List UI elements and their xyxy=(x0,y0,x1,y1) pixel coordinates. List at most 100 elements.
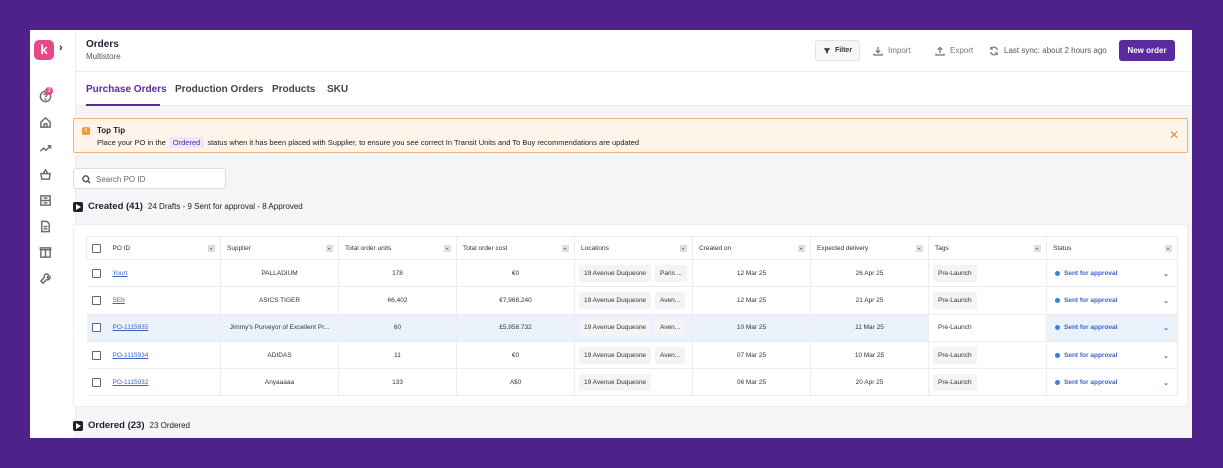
status-cell[interactable]: Sent for approval ⌄ xyxy=(1046,341,1178,370)
location-chip: Paris ... xyxy=(655,264,688,282)
ordered-section-header[interactable]: Ordered (23) 23 Ordered xyxy=(73,420,190,431)
tag-chip: Pre-Launch xyxy=(933,319,977,337)
chevron-down-icon[interactable]: ⌄ xyxy=(1163,379,1169,387)
units-cell: 11 xyxy=(338,341,457,370)
status-cell[interactable]: Sent for approval ⌄ xyxy=(1046,259,1178,288)
expand-sidebar-chevron-icon[interactable]: › xyxy=(59,42,63,54)
status-cell[interactable]: Sent for approval ⌄ xyxy=(1046,314,1178,342)
export-button[interactable]: Export xyxy=(935,40,973,61)
status-dot-icon xyxy=(1055,352,1060,358)
column-header[interactable]: Total order cost xyxy=(456,236,575,260)
po-id-link[interactable]: PO-1115935 xyxy=(112,324,149,332)
po-id-link[interactable]: PO-1115934 xyxy=(112,351,149,359)
sync-label: Last sync: about 2 hours ago xyxy=(1004,46,1107,55)
close-icon[interactable]: ✕ xyxy=(1168,128,1179,142)
column-header[interactable]: Locations xyxy=(574,236,693,260)
status-label: Sent for approval xyxy=(1064,351,1118,359)
row-checkbox[interactable] xyxy=(92,323,101,333)
home-icon[interactable] xyxy=(38,115,52,129)
search-input[interactable] xyxy=(96,172,221,186)
document-icon[interactable] xyxy=(38,219,52,233)
row-checkbox[interactable] xyxy=(92,268,101,278)
locations-cell: 19 Avenue Duquesne Aven... xyxy=(574,314,693,342)
column-header[interactable]: Total order units xyxy=(338,236,457,260)
column-header[interactable]: PO ID xyxy=(106,236,221,260)
po-id-cell: PO-1115934 xyxy=(106,341,221,370)
column-menu-icon[interactable] xyxy=(562,245,569,252)
supplier-cell: ADIDAS xyxy=(220,341,339,370)
units-cell: 66,402 xyxy=(338,286,457,315)
column-header[interactable]: Tags xyxy=(928,236,1047,260)
units-cell: 133 xyxy=(338,368,457,397)
locations-cell: 19 Avenue Duquesne Aven... xyxy=(574,341,693,370)
locations-cell: 19 Avenue Duquesne Paris ... xyxy=(574,259,693,288)
po-id-link[interactable]: SEb xyxy=(112,296,125,304)
search-icon xyxy=(82,175,91,184)
search-box xyxy=(73,168,226,189)
import-button[interactable]: Import xyxy=(873,40,911,61)
table-row[interactable]: Yourt PALLADIUM 178 €0 19 Avenue Duquesn… xyxy=(86,259,1178,288)
po-id-link[interactable]: PO-1115932 xyxy=(112,378,149,386)
tags-cell: Pre-Launch xyxy=(928,259,1047,288)
trend-icon[interactable] xyxy=(38,141,52,155)
column-menu-icon[interactable] xyxy=(798,245,805,252)
chevron-down-icon[interactable]: ⌄ xyxy=(1163,270,1169,278)
row-checkbox[interactable] xyxy=(92,350,101,360)
inventory-icon[interactable] xyxy=(38,193,52,207)
status-cell[interactable]: Sent for approval ⌄ xyxy=(1046,368,1178,397)
wrench-icon[interactable] xyxy=(38,271,52,285)
column-menu-icon[interactable] xyxy=(444,245,451,252)
tab-sku[interactable]: SKU xyxy=(327,84,349,95)
tip-text: Place your PO in the Ordered status when… xyxy=(97,137,639,148)
active-tab-indicator xyxy=(86,104,160,106)
tab-products[interactable]: Products xyxy=(272,84,316,95)
column-header[interactable]: Created on xyxy=(692,236,811,260)
created-orders-card: PO ID Supplier Total order units Total o… xyxy=(73,224,1188,407)
new-order-button[interactable]: New order xyxy=(1119,40,1175,61)
column-menu-icon[interactable] xyxy=(208,245,215,252)
column-menu-icon[interactable] xyxy=(326,245,333,252)
chevron-down-icon[interactable]: ⌄ xyxy=(1163,325,1169,333)
po-id-link[interactable]: Yourt xyxy=(112,269,128,277)
expand-toggle-icon[interactable] xyxy=(73,201,83,212)
location-chip: Aven... xyxy=(655,319,686,337)
app-logo[interactable]: k xyxy=(34,40,54,60)
filter-button[interactable]: Filter xyxy=(815,40,860,61)
column-menu-icon[interactable] xyxy=(680,245,687,252)
sync-status[interactable]: Last sync: about 2 hours ago xyxy=(989,40,1107,61)
table-row[interactable]: PO-1115932 Anyaaaaa 133 A$0 19 Avenue Du… xyxy=(86,368,1178,397)
box-icon[interactable] xyxy=(38,245,52,259)
table-row[interactable]: SEb ASICS TIGER 66,402 €7,968,240 19 Ave… xyxy=(86,286,1178,315)
column-menu-icon[interactable] xyxy=(916,245,923,252)
column-menu-icon[interactable] xyxy=(1165,245,1172,252)
expand-toggle-icon[interactable] xyxy=(73,420,83,431)
status-cell[interactable]: Sent for approval ⌄ xyxy=(1046,286,1178,315)
column-label: Created on xyxy=(699,244,732,252)
column-header[interactable]: Expected delivery xyxy=(810,236,929,260)
chevron-down-icon[interactable]: ⌄ xyxy=(1163,352,1169,360)
row-checkbox[interactable] xyxy=(92,377,101,387)
tab-purchase-orders[interactable]: Purchase Orders xyxy=(86,84,167,95)
import-label: Import xyxy=(888,46,911,55)
row-select-cell xyxy=(86,259,107,288)
select-all-checkbox[interactable] xyxy=(92,243,102,253)
tip-text-before: Place your PO in the xyxy=(97,138,166,147)
ordered-section-summary: 23 Ordered xyxy=(149,421,190,430)
basket-icon[interactable] xyxy=(38,167,52,181)
chevron-down-icon[interactable]: ⌄ xyxy=(1163,297,1169,305)
created-section-header[interactable]: Created (41) 24 Drafts - 9 Sent for appr… xyxy=(73,201,303,212)
column-header[interactable]: Status xyxy=(1046,236,1178,260)
created-cell: 12 Mar 25 xyxy=(692,259,811,288)
column-menu-icon[interactable] xyxy=(1034,245,1041,252)
row-checkbox[interactable] xyxy=(92,295,101,305)
delivery-cell: 11 Mar 25 xyxy=(810,314,929,342)
po-id-cell: PO-1115932 xyxy=(106,368,221,397)
filter-icon xyxy=(823,47,831,54)
po-id-cell: SEb xyxy=(106,286,221,315)
column-header[interactable]: Supplier xyxy=(220,236,339,260)
table-row[interactable]: PO-1115935 Jimmy's Purveyor of Excellent… xyxy=(86,314,1178,342)
tab-production-orders[interactable]: Production Orders xyxy=(175,84,264,95)
row-select-cell xyxy=(86,314,107,342)
supplier-cell: ASICS TIGER xyxy=(220,286,339,315)
table-row[interactable]: PO-1115934 ADIDAS 11 €0 19 Avenue Duques… xyxy=(86,341,1178,370)
